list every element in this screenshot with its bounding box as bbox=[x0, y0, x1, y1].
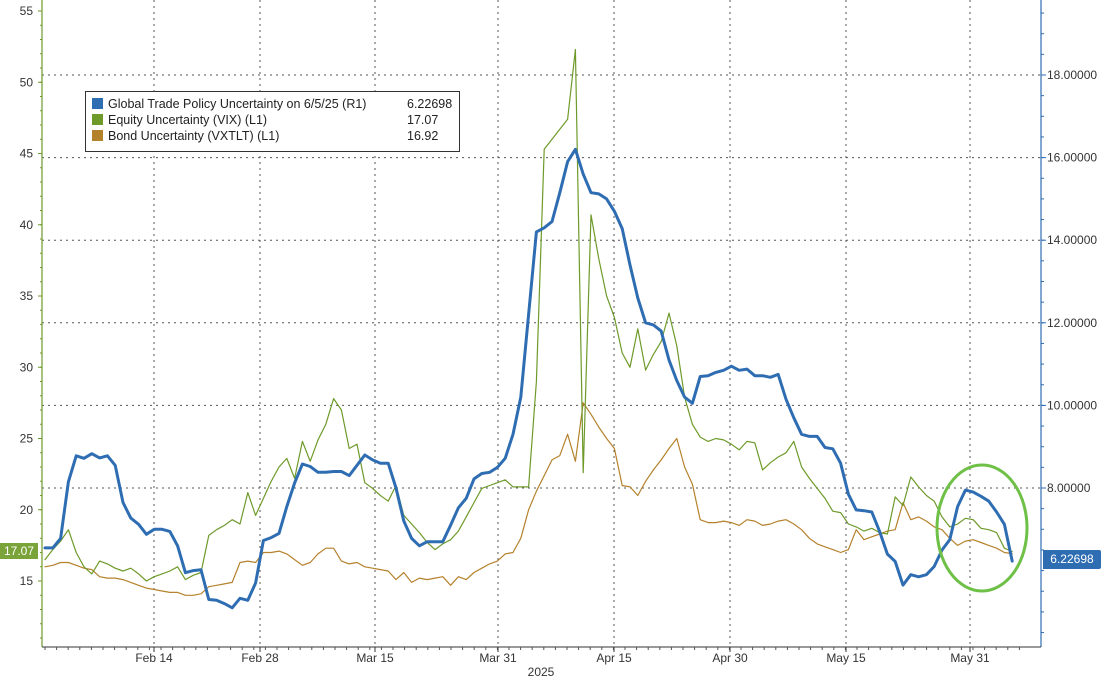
legend: Global Trade Policy Uncertainty on 6/5/2… bbox=[85, 91, 460, 152]
right-axis-ticks: 8.00000 10.00000 12.00000 14.00000 16.00000 1… bbox=[1041, 12, 1097, 634]
right-tick-label: 8.00000 bbox=[1047, 481, 1091, 495]
legend-item-trade: Global Trade Policy Uncertainty on 6/5/2… bbox=[92, 96, 453, 112]
right-last-value-badge: 6.22698 bbox=[1043, 550, 1101, 569]
legend-value: 16.92 bbox=[407, 129, 439, 143]
left-last-value-badge: 17.07 bbox=[0, 543, 38, 559]
trade-uncertainty-line bbox=[43, 147, 1014, 610]
legend-swatch-icon bbox=[92, 98, 103, 109]
x-tick-label: May 31 bbox=[950, 651, 990, 665]
x-tick-label: Apr 30 bbox=[712, 651, 748, 665]
highlight-ellipse bbox=[935, 463, 1029, 593]
left-axis-ticks: 15 20 25 30 35 40 45 50 55 bbox=[20, 4, 42, 639]
legend-swatch-icon bbox=[92, 130, 103, 141]
x-tick-label: Feb 28 bbox=[241, 651, 279, 665]
x-tick-label: Feb 14 bbox=[135, 651, 173, 665]
right-tick-label: 18.00000 bbox=[1047, 68, 1097, 82]
x-tick-label: Mar 15 bbox=[356, 651, 394, 665]
left-tick-label: 50 bbox=[20, 75, 34, 89]
bond-uncertainty-line bbox=[44, 402, 1013, 596]
right-tick-label: 16.00000 bbox=[1047, 151, 1097, 165]
legend-value: 17.07 bbox=[407, 113, 439, 127]
left-tick-label: 55 bbox=[20, 4, 34, 18]
right-tick-label: 10.00000 bbox=[1047, 398, 1097, 412]
equity-uncertainty-line bbox=[44, 48, 1013, 582]
axes bbox=[41, 0, 1042, 648]
left-tick-label: 35 bbox=[20, 289, 34, 303]
left-tick-label: 45 bbox=[20, 147, 34, 161]
x-tick-label: May 15 bbox=[826, 651, 866, 665]
left-tick-label: 20 bbox=[20, 503, 34, 517]
legend-item-equity: Equity Uncertainty (VIX) (L1) 17.07 bbox=[92, 112, 453, 128]
x-tick-label: Mar 31 bbox=[479, 651, 517, 665]
legend-value: 6.22698 bbox=[407, 97, 453, 111]
left-tick-label: 30 bbox=[20, 360, 34, 374]
legend-label: Bond Uncertainty (VXTLT) (L1) bbox=[108, 129, 280, 143]
x-tick-label: Apr 15 bbox=[596, 651, 632, 665]
x-axis-ticks: Feb 14 Feb 28 Mar 15 Mar 31 Apr 15 Apr 30 May … bbox=[44, 647, 1020, 665]
x-axis-label: 2025 bbox=[528, 665, 555, 679]
legend-swatch-icon bbox=[92, 114, 103, 125]
left-tick-label: 40 bbox=[20, 218, 34, 232]
series-layer bbox=[43, 48, 1014, 610]
legend-item-bond: Bond Uncertainty (VXTLT) (L1) 16.92 bbox=[92, 128, 453, 144]
right-tick-label: 14.00000 bbox=[1047, 233, 1097, 247]
left-tick-label: 25 bbox=[20, 432, 34, 446]
legend-label: Equity Uncertainty (VIX) (L1) bbox=[108, 113, 268, 127]
legend-label: Global Trade Policy Uncertainty on 6/5/2… bbox=[108, 97, 367, 111]
right-tick-label: 12.00000 bbox=[1047, 316, 1097, 330]
left-tick-label: 15 bbox=[20, 574, 34, 588]
